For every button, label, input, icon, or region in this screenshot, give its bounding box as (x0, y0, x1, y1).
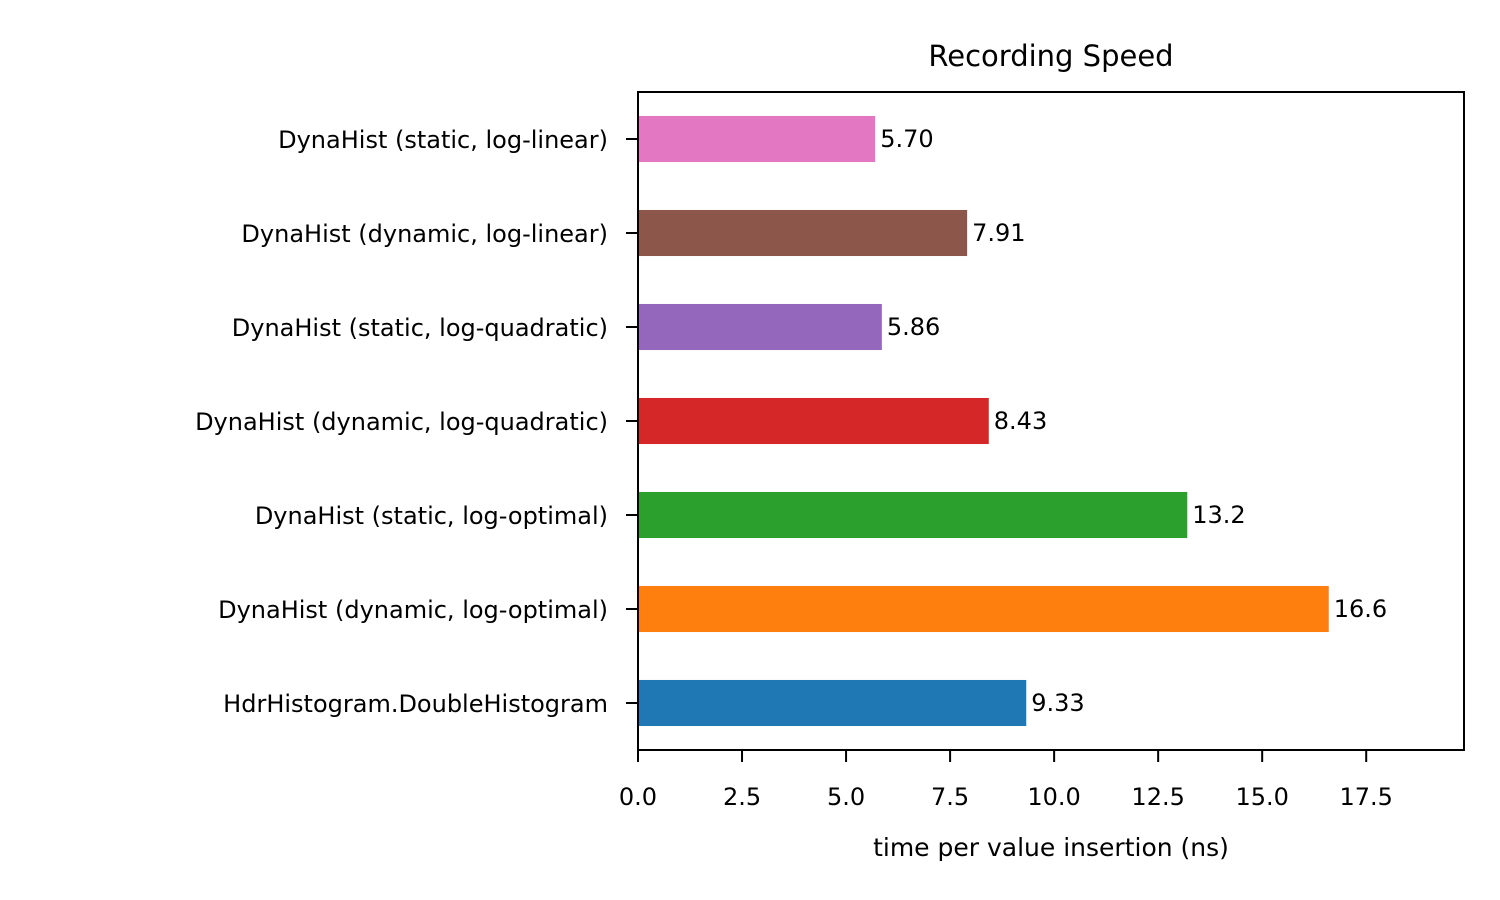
data-label: 16.6 (1334, 595, 1387, 623)
bar (638, 115, 876, 163)
category-label: DynaHist (static, log-linear) (278, 126, 608, 154)
x-tick-label: 10.0 (1027, 783, 1080, 811)
bar (638, 209, 968, 257)
bar (638, 585, 1329, 633)
data-label: 5.70 (880, 125, 933, 153)
category-label: DynaHist (static, log-quadratic) (232, 314, 608, 342)
x-tick-label: 7.5 (931, 783, 969, 811)
data-label: 8.43 (994, 407, 1047, 435)
x-tick-label: 12.5 (1131, 783, 1184, 811)
plot-frame (637, 91, 1465, 751)
bar (638, 397, 989, 445)
category-label: DynaHist (dynamic, log-linear) (241, 220, 608, 248)
bar (638, 491, 1188, 539)
x-tick-label: 5.0 (827, 783, 865, 811)
category-labels: DynaHist (static, log-linear) DynaHist (d… (195, 126, 638, 718)
category-label: HdrHistogram.DoubleHistogram (223, 690, 608, 718)
data-label: 9.33 (1031, 689, 1084, 717)
x-axis-label: time per value insertion (ns) (873, 833, 1229, 862)
category-label: DynaHist (dynamic, log-quadratic) (195, 408, 608, 436)
bar (638, 679, 1027, 727)
bar (638, 303, 882, 351)
data-label: 5.86 (887, 313, 940, 341)
x-axis-ticks: 0.0 2.5 5.0 7.5 10.0 12.5 15.0 17.5 (619, 750, 1393, 811)
x-tick-label: 2.5 (723, 783, 761, 811)
x-tick-label: 0.0 (619, 783, 657, 811)
chart-title: Recording Speed (928, 39, 1173, 73)
data-label: 7.91 (972, 219, 1025, 247)
x-tick-label: 17.5 (1339, 783, 1392, 811)
category-label: DynaHist (static, log-optimal) (255, 502, 608, 530)
bars-group: 5.70 7.91 5.86 8.43 13.2 16.6 9.33 (638, 115, 1387, 727)
category-label: DynaHist (dynamic, log-optimal) (218, 596, 608, 624)
x-tick-label: 15.0 (1235, 783, 1288, 811)
data-label: 13.2 (1192, 501, 1245, 529)
